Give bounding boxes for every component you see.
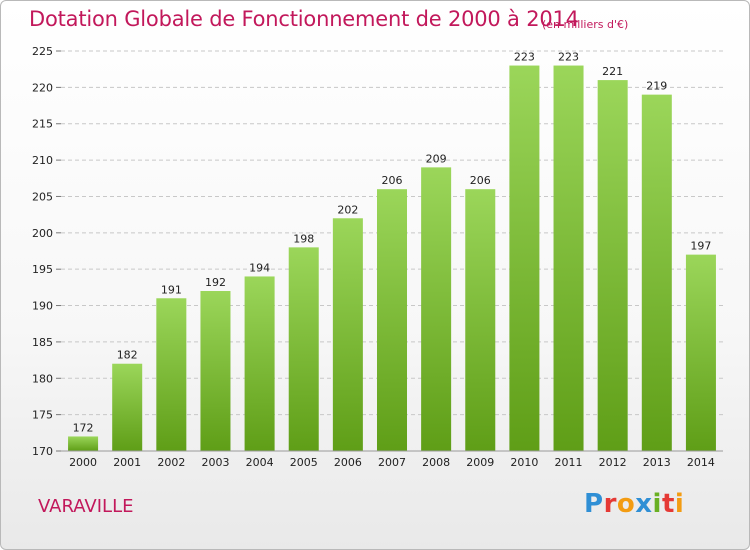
x-tick-label: 2003 [201,456,229,469]
chart-subtitle: (en milliers d'€) [542,18,629,31]
chart-title: Dotation Globale de Fonctionnement de 20… [29,7,579,31]
x-tick-label: 2000 [69,456,97,469]
x-tick-label: 2008 [422,456,450,469]
x-tick-label: 2012 [599,456,627,469]
bar [200,291,231,451]
logo-letter: i [674,489,685,519]
y-tick-label: 175 [32,409,53,422]
data-label: 182 [117,349,138,362]
logo-letter: P [584,489,604,519]
bar [553,65,584,451]
x-tick-label: 2013 [643,456,671,469]
data-label: 223 [514,51,535,64]
bar [332,218,363,451]
bar [112,363,143,451]
x-tick-label: 2004 [246,456,274,469]
y-tick-label: 210 [32,154,53,167]
data-label: 209 [426,152,447,165]
y-tick-label: 185 [32,336,53,349]
data-label: 194 [249,261,270,274]
bar [68,436,99,451]
bar [597,80,628,451]
data-label: 206 [470,174,491,187]
x-tick-label: 2010 [510,456,538,469]
proxiti-logo: Proxiti [584,489,684,519]
y-tick-label: 225 [32,45,53,58]
logo-letter: o [616,489,636,519]
bar [376,189,408,451]
data-label: 198 [293,232,314,245]
x-tick-label: 2006 [334,456,362,469]
logo-letter: t [661,489,675,519]
y-tick-label: 220 [32,81,53,94]
data-label: 206 [382,174,403,187]
bar [685,254,716,451]
x-tick-label: 2009 [466,456,494,469]
x-tick-label: 2011 [555,456,583,469]
y-tick-label: 200 [32,227,53,240]
x-tick-label: 2002 [157,456,185,469]
x-tick-label: 2014 [687,456,715,469]
x-tick-label: 2005 [290,456,318,469]
bar [244,276,275,451]
y-tick-label: 190 [32,300,53,313]
bars [68,65,716,452]
bar [465,189,496,451]
x-tick-label: 2001 [113,456,141,469]
bar [288,247,319,451]
y-tick-label: 180 [32,372,53,385]
data-labels: 172 182 191 192 194 198 202 206 209 206 223 223 221 2… [73,51,712,435]
bar [641,94,672,452]
commune-name: VARAVILLE [38,496,134,517]
logo-letter: r [603,489,617,519]
y-tick-label: 205 [32,190,53,203]
bar [509,65,540,451]
data-label: 223 [558,51,579,64]
x-tick-label: 2007 [378,456,406,469]
logo-letter: x [635,489,653,519]
y-tick-label: 170 [32,445,53,458]
data-label: 197 [690,240,711,253]
data-label: 191 [161,283,182,296]
data-label: 219 [646,80,667,93]
y-tick-label: 195 [32,263,53,276]
data-label: 172 [73,421,94,434]
y-axis-ticks: 170 175 180 185 190 195 200 205 210 215 220 225 [32,45,61,458]
data-label: 202 [337,203,358,216]
bar [421,167,452,451]
x-axis-ticks: 2000 2001 2002 2003 2004 2005 2006 2007 2008 2009… [69,456,715,469]
y-tick-label: 215 [32,118,53,131]
bar-chart: 170 175 180 185 190 195 200 205 210 215 220 225 172… [32,45,723,469]
bar [156,298,187,451]
data-label: 192 [205,276,226,289]
data-label: 221 [602,65,623,78]
logo-letter: i [652,489,662,519]
